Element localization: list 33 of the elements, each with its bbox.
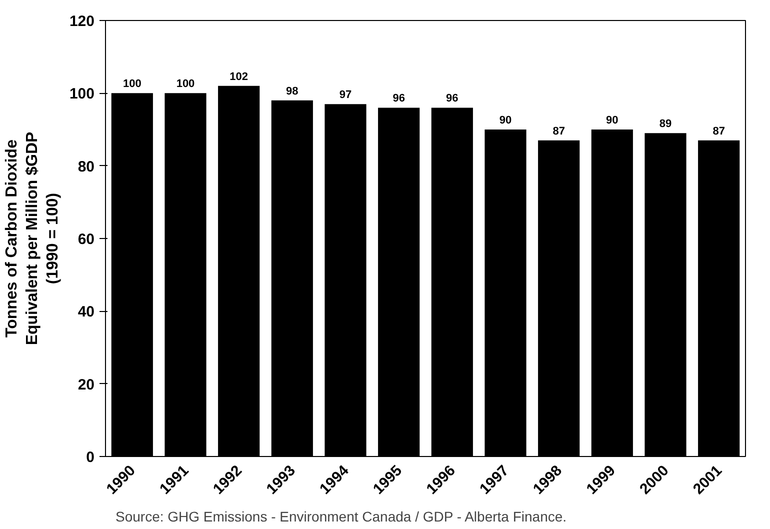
y-axis-title: Tonnes of Carbon Dioxide Equivalent per Million $GDP (1990 = 100): [4, 131, 62, 346]
data-label: 87: [712, 125, 725, 138]
data-label: 100: [176, 78, 195, 90]
data-label: 96: [392, 92, 405, 105]
data-label: 102: [230, 70, 248, 83]
data-label: 87: [552, 125, 565, 138]
y-tick-label: 60: [78, 231, 95, 248]
data-label: 90: [499, 114, 512, 126]
data-label: 96: [446, 92, 458, 105]
bar: [484, 130, 526, 456]
bar: [378, 108, 420, 456]
data-label: 89: [659, 118, 672, 130]
y-tick-label: 0: [86, 449, 94, 466]
y-tick-label: 40: [78, 304, 95, 321]
y-tick-label: 100: [69, 86, 95, 103]
y-tick-label: 120: [69, 13, 95, 30]
bar: [538, 140, 580, 456]
y-tick-label: 80: [78, 158, 95, 176]
bar: [164, 93, 206, 456]
data-label: 90: [606, 114, 618, 126]
bar: [324, 104, 366, 456]
bar: [218, 86, 260, 456]
bar: [591, 130, 633, 456]
y-tick-label: 20: [78, 376, 95, 394]
bar: [271, 100, 313, 456]
data-label: 98: [286, 85, 298, 98]
bar: [698, 140, 740, 456]
bar: [644, 133, 686, 456]
bar: [431, 108, 473, 456]
data-label: 97: [339, 89, 352, 102]
bar: [111, 93, 153, 456]
data-label: 100: [122, 78, 142, 90]
source-note: Source: GHG Emissions - Environment Canada / GDP - Alberta Finance.: [116, 508, 567, 524]
